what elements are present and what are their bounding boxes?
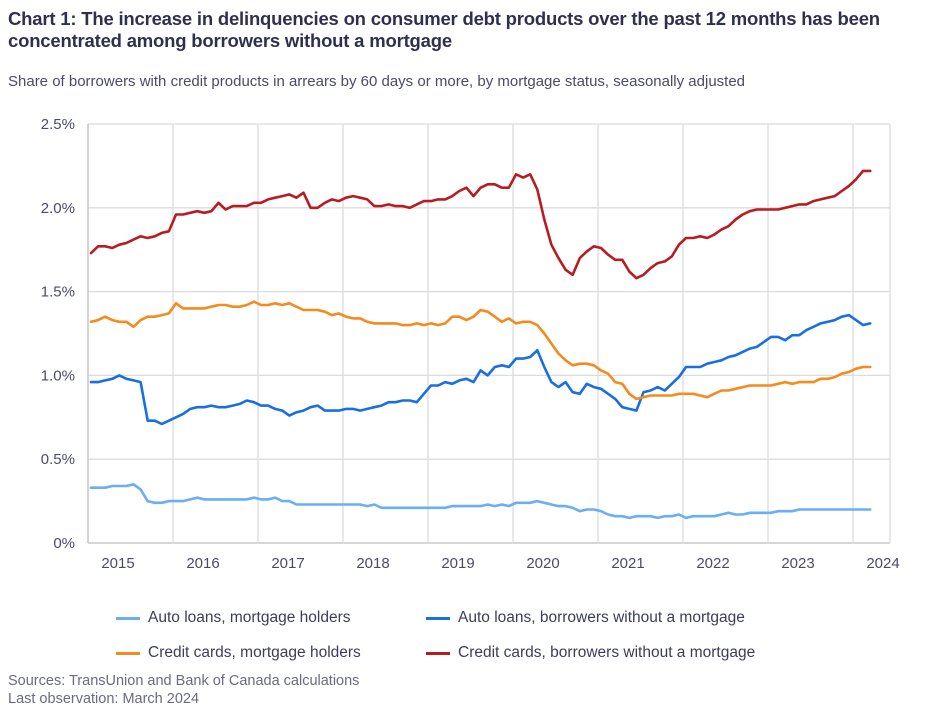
grid	[87, 123, 891, 544]
y-tick-label: 0%	[53, 535, 75, 552]
y-tick-label: 1.5%	[41, 284, 75, 301]
legend-swatch	[426, 651, 450, 655]
legend-swatch	[116, 651, 140, 655]
chart-title: Chart 1: The increase in delinquencies o…	[8, 8, 880, 51]
legend-label: Credit cards, mortgage holders	[148, 644, 361, 661]
x-tick-label: 2019	[441, 555, 474, 572]
y-tick-label: 0.5%	[41, 451, 75, 468]
x-tick-label: 2024	[866, 555, 899, 572]
x-axis-ticks: 2015 2016 2017 2018 2019 2020 2021 2022 2023 2024	[101, 555, 899, 572]
legend-swatch	[426, 616, 450, 620]
x-tick-label: 2023	[781, 555, 814, 572]
chart-subtitle: Share of borrowers with credit products …	[8, 73, 746, 90]
x-tick-label: 2022	[696, 555, 729, 572]
x-tick-label: 2020	[526, 555, 559, 572]
series-line-auto-loans-borrowers-without-a-mortgage	[89, 313, 872, 426]
sources-note: Sources: TransUnion and Bank of Canada c…	[8, 673, 360, 689]
legend-item-auto-mortgage: Auto loans, mortgage holders	[116, 609, 350, 627]
legend-label: Credit cards, borrowers without a mortga…	[458, 644, 756, 661]
x-tick-label: 2015	[101, 555, 134, 572]
legend-item-auto-no-mortgage: Auto loans, borrowers without a mortgage	[426, 609, 745, 627]
legend-item-cards-no-mortgage: Credit cards, borrowers without a mortga…	[426, 644, 755, 662]
legend-item-cards-mortgage: Credit cards, mortgage holders	[116, 644, 361, 662]
y-tick-label: 2.5%	[41, 116, 75, 133]
x-tick-label: 2018	[356, 555, 389, 572]
series-lines	[89, 169, 872, 520]
series-line-auto-loans-mortgage-holders	[89, 482, 872, 520]
x-tick-label: 2016	[186, 555, 219, 572]
legend-label: Auto loans, borrowers without a mortgage	[458, 609, 745, 626]
legend-swatch	[116, 616, 140, 620]
legend-label: Auto loans, mortgage holders	[148, 609, 351, 626]
y-tick-label: 1.0%	[41, 367, 75, 384]
line-chart: 0%0.5%1.0%1.5%2.0%2.5% 2015 2016 2017 2018 2…	[41, 116, 900, 572]
footer: Sources: TransUnion and Bank of Canada c…	[8, 672, 359, 708]
x-tick-label: 2021	[611, 555, 644, 572]
y-axis-ticks: 0% 0.5% 1.0% 1.5% 2.0% 2.5%	[41, 116, 75, 552]
x-tick-label: 2017	[271, 555, 304, 572]
series-line-credit-cards-borrowers-without-a-mortgage	[89, 169, 872, 280]
last-observation-note: Last observation: March 2024	[8, 691, 200, 707]
series-line-credit-cards-mortgage-holders	[89, 300, 872, 401]
y-tick-label: 2.0%	[41, 200, 75, 217]
